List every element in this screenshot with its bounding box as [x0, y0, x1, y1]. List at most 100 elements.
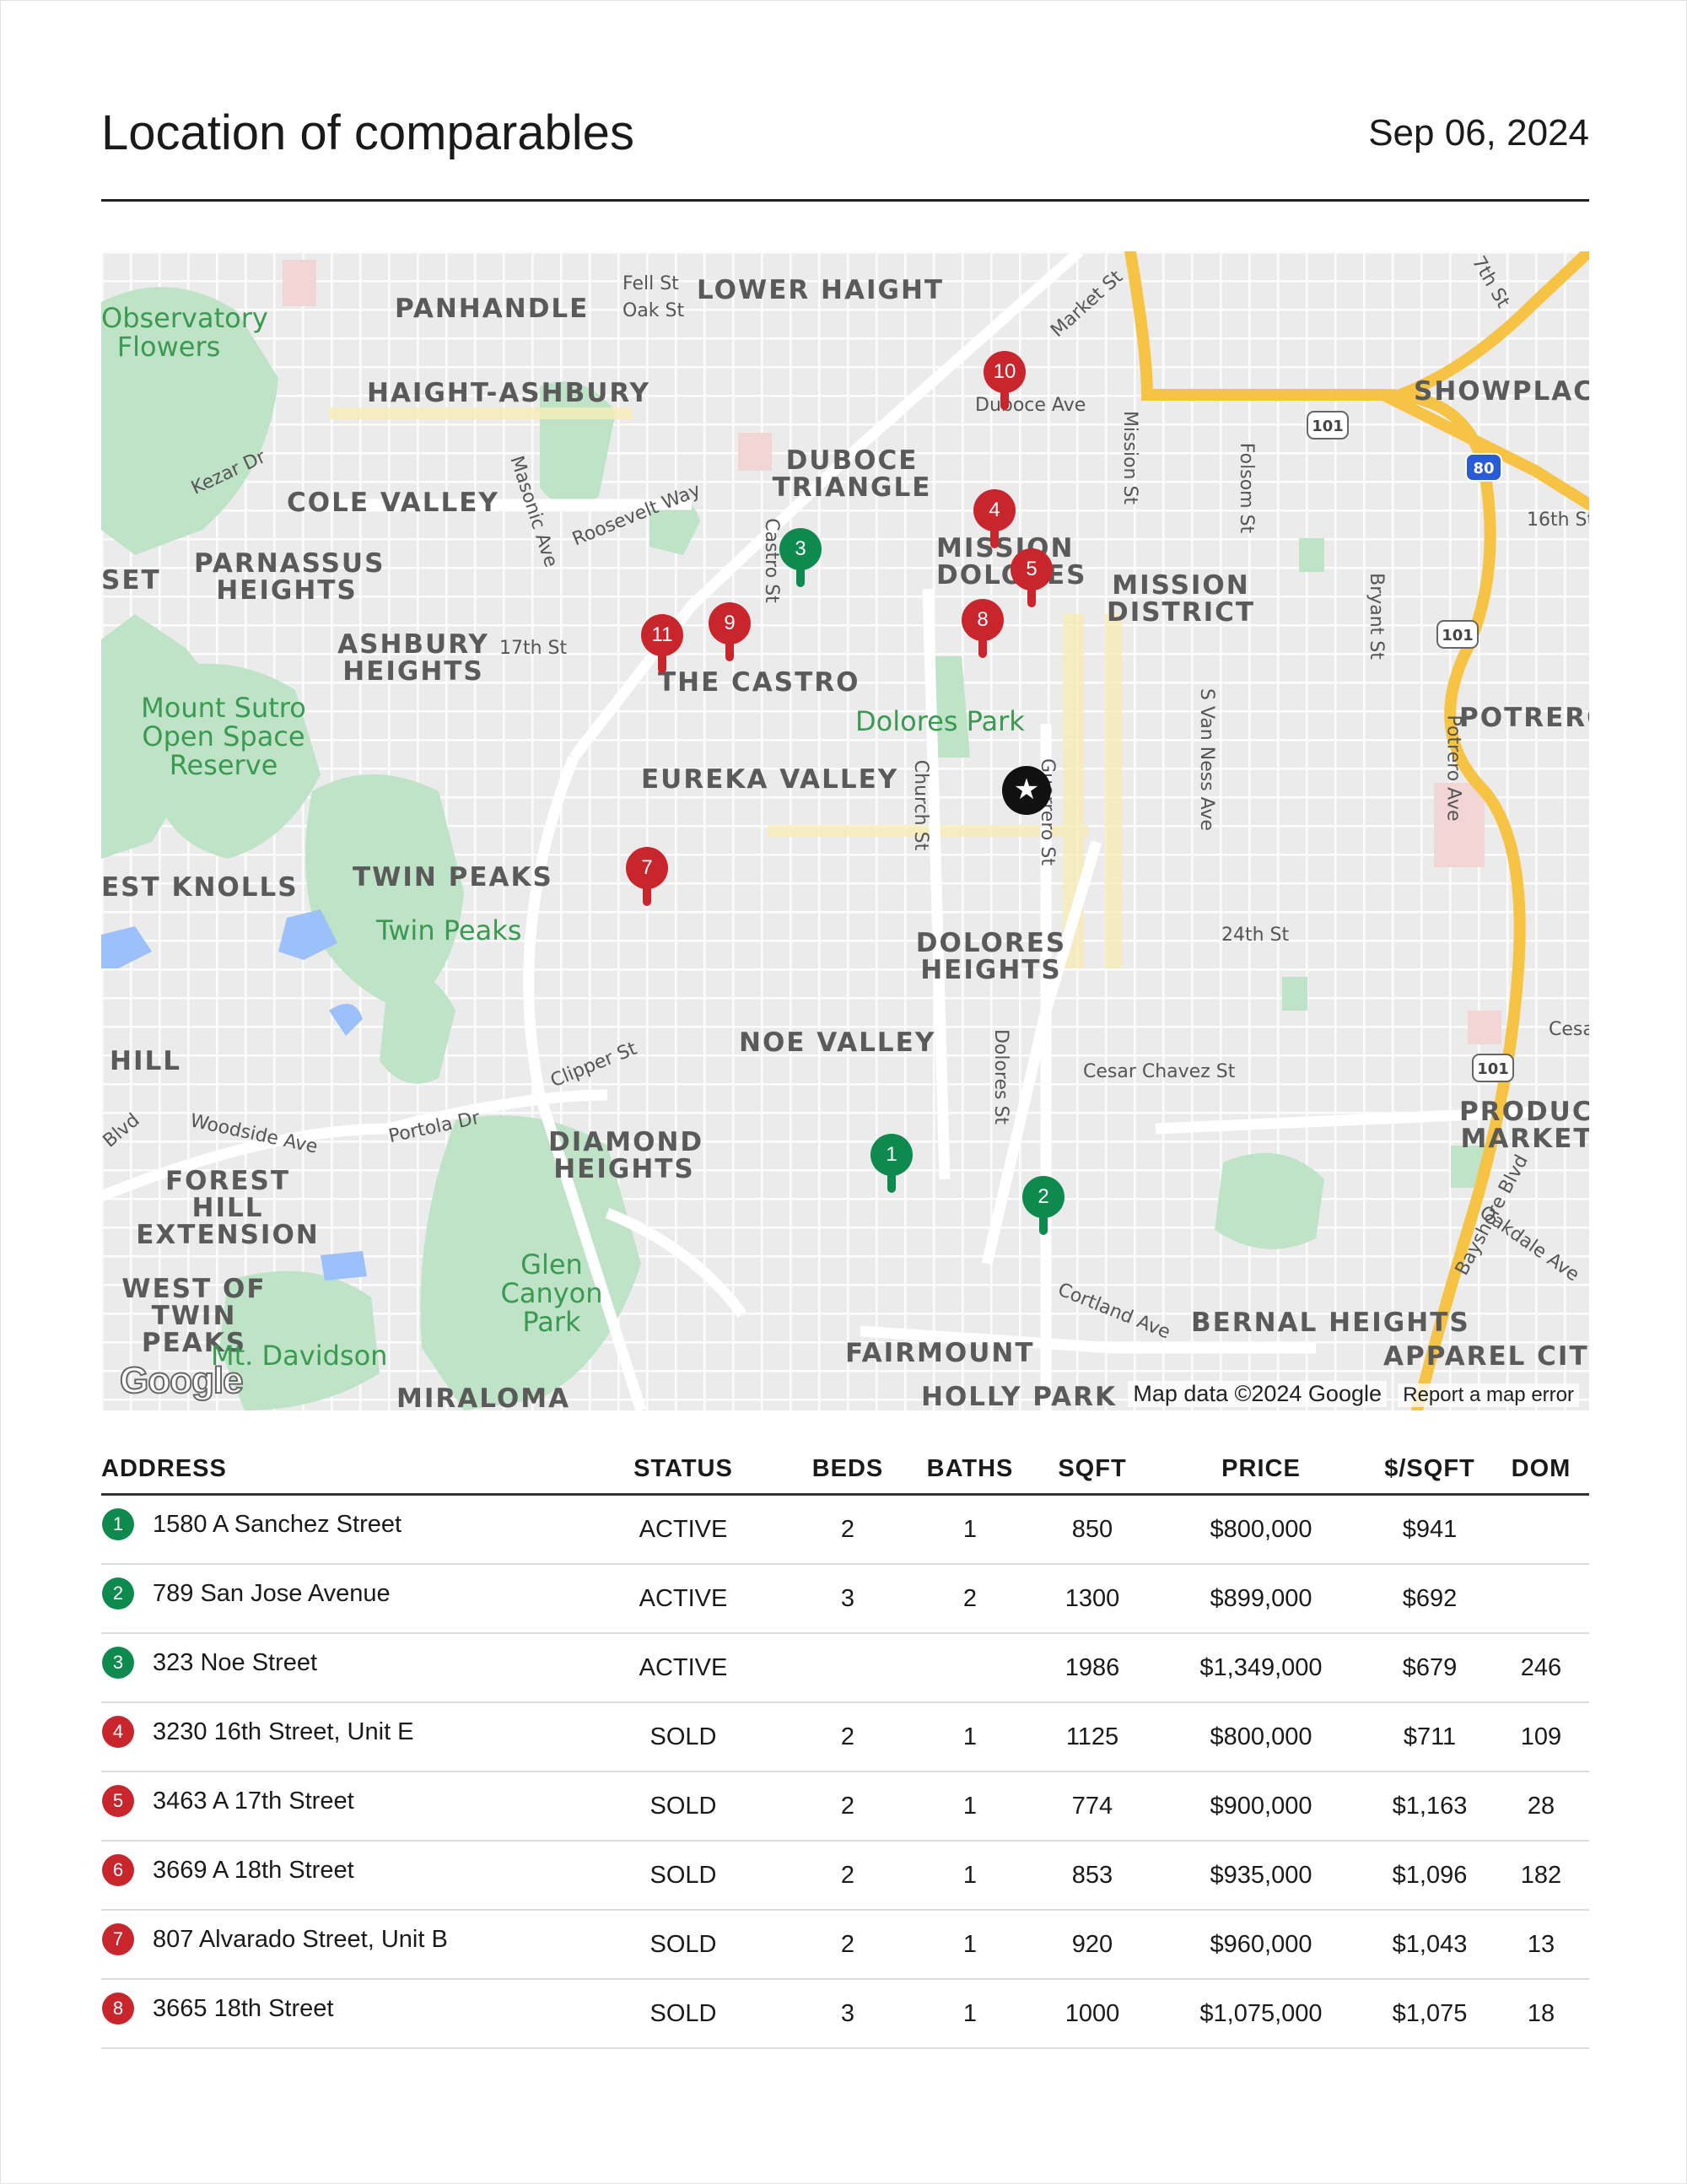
neighborhood-label: SHOWPLACE SQUARE — [1414, 376, 1589, 407]
beds-cell: 2 — [784, 1910, 911, 1980]
baths-cell: 1 — [911, 1702, 1029, 1772]
sqft-cell: 1000 — [1029, 1979, 1156, 2049]
address-cell: 3669 A 18th Street — [153, 1856, 354, 1884]
column-header-status: STATUS — [582, 1453, 784, 1496]
neighborhood-label: EST KNOLLS — [101, 872, 299, 903]
table-row: 2 789 San Jose Avenue ACTIVE 3 2 1300 $89… — [101, 1564, 1589, 1634]
park-label: Mt. Davidson — [211, 1340, 388, 1372]
baths-cell: 1 — [911, 1910, 1029, 1980]
map-marker-8[interactable]: 8 — [962, 599, 1004, 658]
table-row: 5 3463 A 17th Street SOLD 2 1 774 $900,00… — [101, 1771, 1589, 1842]
neighborhood-label: FAIRMOUNT — [845, 1338, 1035, 1368]
baths-cell: 1 — [911, 1771, 1029, 1842]
address-cell: 807 Alvarado Street, Unit B — [153, 1925, 448, 1953]
park-label: Twin Peaks — [376, 914, 522, 946]
subject-property-star-icon[interactable]: ★ — [1002, 766, 1051, 815]
comparables-map[interactable]: PANHANDLE LOWER HAIGHT HAIGHT-ASHBURY SH… — [101, 251, 1589, 1410]
price-cell: $800,000 — [1156, 1494, 1366, 1565]
report-date: Sep 06, 2024 — [1368, 112, 1589, 154]
baths-cell: 2 — [911, 1564, 1029, 1634]
baths-cell: 1 — [911, 1979, 1029, 2049]
status-cell: ACTIVE — [582, 1494, 784, 1565]
neighborhood-label: LOWER HAIGHT — [697, 275, 945, 305]
address-cell: 789 San Jose Avenue — [153, 1579, 391, 1607]
price-per-sqft-cell: $1,075 — [1366, 1979, 1493, 2049]
row-number-badge: 4 — [102, 1716, 134, 1748]
comparables-table: ADDRESS STATUS BEDS BATHS SQFT PRICE $/S… — [101, 1453, 1589, 2049]
map-marker-7[interactable]: 7 — [626, 847, 668, 906]
column-header-sqft: SQFT — [1029, 1453, 1156, 1496]
beds-cell — [784, 1633, 911, 1703]
column-header-baths: BATHS — [911, 1453, 1029, 1496]
neighborhood-label: APPAREL CITY — [1383, 1341, 1589, 1372]
neighborhood-label: HAIGHT-ASHBURY — [367, 378, 651, 408]
sqft-cell: 850 — [1029, 1494, 1156, 1565]
price-cell: $960,000 — [1156, 1910, 1366, 1980]
row-number-badge: 5 — [102, 1785, 134, 1817]
map-marker-2[interactable]: 2 — [1022, 1176, 1064, 1235]
map-marker-1[interactable]: 1 — [870, 1134, 913, 1193]
beds-cell: 3 — [784, 1979, 911, 2049]
price-cell: $1,075,000 — [1156, 1979, 1366, 2049]
status-cell: SOLD — [582, 1910, 784, 1980]
neighborhood-label: FOREST HILL EXTENSION — [136, 1166, 320, 1250]
dom-cell — [1493, 1564, 1589, 1634]
price-per-sqft-cell: $692 — [1366, 1564, 1493, 1634]
neighborhood-label: COLE VALLEY — [287, 488, 499, 518]
svg-text:101: 101 — [1442, 627, 1474, 644]
sqft-cell: 920 — [1029, 1910, 1156, 1980]
highway-shield-icon: 101 — [1472, 1054, 1514, 1082]
column-header-price-per-sqft: $/SQFT — [1366, 1453, 1493, 1496]
svg-text:80: 80 — [1473, 460, 1494, 477]
price-cell: $800,000 — [1156, 1702, 1366, 1772]
neighborhood-label: THE CASTRO — [658, 667, 860, 698]
status-cell: ACTIVE — [582, 1633, 784, 1703]
park-areas — [101, 287, 1485, 1410]
neighborhood-label: HILL — [110, 1046, 181, 1076]
price-per-sqft-cell: $1,043 — [1366, 1910, 1493, 1980]
sqft-cell: 1300 — [1029, 1564, 1156, 1634]
report-map-error-link[interactable]: Report a map error — [1398, 1383, 1579, 1407]
price-cell: $899,000 — [1156, 1564, 1366, 1634]
beds-cell: 2 — [784, 1702, 911, 1772]
dom-cell: 18 — [1493, 1979, 1589, 2049]
neighborhood-label: EUREKA VALLEY — [641, 764, 899, 795]
column-header-beds: BEDS — [784, 1453, 911, 1496]
neighborhood-label: DIAMOND HEIGHTS — [548, 1127, 704, 1184]
neighborhood-label: TWIN PEAKS — [353, 862, 553, 892]
sqft-cell: 774 — [1029, 1771, 1156, 1842]
price-per-sqft-cell: $1,163 — [1366, 1771, 1493, 1842]
address-cell: 3230 16th Street, Unit E — [153, 1718, 414, 1745]
street-label: Oak St — [623, 300, 685, 321]
street-label: Cesar Chavez St — [1083, 1061, 1236, 1082]
neighborhood-label: DOLORES HEIGHTS — [915, 928, 1067, 985]
map-marker-10[interactable]: 10 — [984, 351, 1026, 410]
dom-cell — [1493, 1494, 1589, 1565]
map-marker-3[interactable]: 3 — [779, 528, 822, 587]
map-marker-4[interactable]: 4 — [973, 489, 1016, 548]
neighborhood-label: POTRERO — [1459, 703, 1589, 733]
row-number-badge: 6 — [102, 1854, 134, 1886]
beds-cell: 3 — [784, 1564, 911, 1634]
status-cell: SOLD — [582, 1841, 784, 1911]
map-marker-11[interactable]: 11 — [641, 614, 683, 673]
address-cell: 3463 A 17th Street — [153, 1787, 354, 1815]
map-base — [101, 251, 1589, 1410]
neighborhood-label: PARNASSUS HEIGHTS — [194, 548, 385, 606]
dom-cell: 109 — [1493, 1702, 1589, 1772]
neighborhood-label: DUBOCE TRIANGLE — [772, 445, 932, 503]
street-label: 24th St — [1221, 925, 1290, 946]
park-label: Mount Sutro Open Space Reserve — [141, 692, 306, 781]
neighborhood-label: MISSION DISTRICT — [1106, 570, 1256, 628]
neighborhood-label: PRODUCE MARKET — [1459, 1097, 1589, 1154]
svg-text:101: 101 — [1312, 418, 1344, 435]
map-marker-9[interactable]: 9 — [709, 602, 751, 661]
map-marker-5[interactable]: 5 — [1011, 548, 1053, 607]
neighborhood-label: BERNAL HEIGHTS — [1191, 1308, 1470, 1338]
row-number-badge: 2 — [102, 1577, 134, 1610]
dom-cell: 13 — [1493, 1910, 1589, 1980]
street-label: Cesa — [1549, 1019, 1589, 1040]
neighborhood-label: WEST OF TWIN PEAKS — [121, 1274, 267, 1358]
price-cell: $935,000 — [1156, 1841, 1366, 1911]
price-per-sqft-cell: $711 — [1366, 1702, 1493, 1772]
